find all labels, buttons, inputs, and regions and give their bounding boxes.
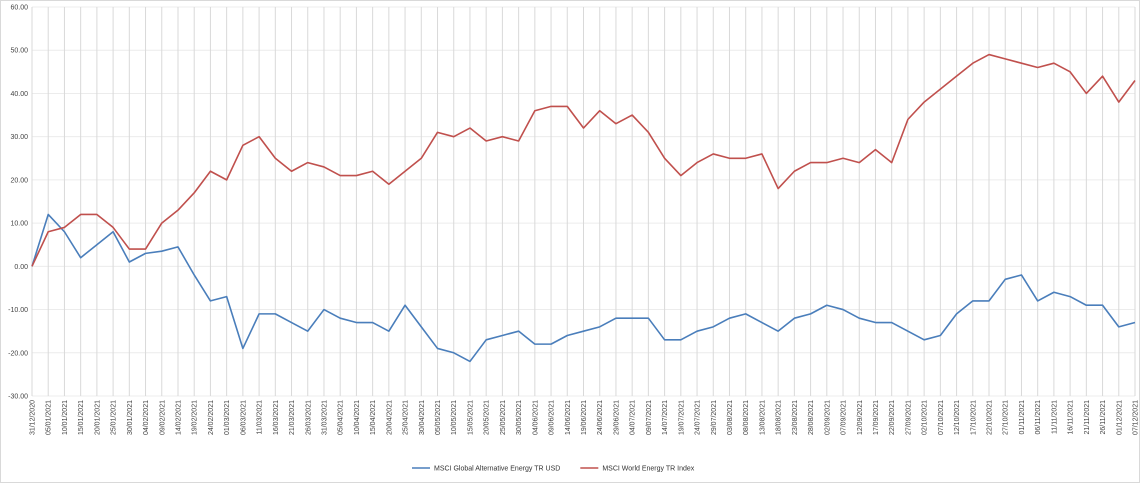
y-tick-label: 60.00 <box>10 5 28 12</box>
x-tick-label: 27/09/2021 <box>905 400 912 435</box>
x-tick-label: 17/10/2021 <box>970 400 977 435</box>
x-tick-label: 06/03/2021 <box>240 400 247 435</box>
x-tick-label: 14/02/2021 <box>175 400 182 435</box>
x-tick-label: 16/03/2021 <box>273 400 280 435</box>
x-tick-label: 18/08/2021 <box>776 400 783 435</box>
x-tick-label: 15/05/2021 <box>467 400 474 435</box>
x-tick-label: 14/07/2021 <box>662 400 669 435</box>
x-tick-label: 20/04/2021 <box>386 400 393 435</box>
y-tick-label: 10.00 <box>10 221 28 228</box>
x-tick-label: 16/11/2021 <box>1068 400 1075 435</box>
series-line <box>31 213 1136 363</box>
x-tick-label: 15/01/2021 <box>78 400 85 435</box>
series-line <box>31 53 1136 267</box>
x-tick-label: 09/06/2021 <box>549 400 556 435</box>
x-tick-label: 05/01/2021 <box>46 400 53 435</box>
x-tick-label: 09/02/2021 <box>159 400 166 435</box>
x-tick-label: 15/04/2021 <box>370 400 377 435</box>
x-tick-label: 26/11/2021 <box>1100 400 1107 435</box>
x-tick-label: 27/10/2021 <box>1003 400 1010 435</box>
x-tick-label: 24/07/2021 <box>695 400 702 435</box>
x-tick-label: 25/04/2021 <box>403 400 410 435</box>
x-tick-label: 13/08/2021 <box>759 400 766 435</box>
x-tick-label: 03/08/2021 <box>727 400 734 435</box>
x-tick-label: 04/06/2021 <box>532 400 539 435</box>
x-tick-label: 01/11/2021 <box>1019 400 1026 435</box>
x-tick-label: 04/07/2021 <box>630 400 637 435</box>
x-tick-label: 25/01/2021 <box>111 400 118 435</box>
x-tick-label: 31/12/2020 <box>30 400 37 435</box>
x-tick-label: 21/03/2021 <box>289 400 296 435</box>
x-tick-label: 25/05/2021 <box>500 400 507 435</box>
x-tick-label: 29/06/2021 <box>613 400 620 435</box>
y-tick-label: -10.00 <box>8 307 28 314</box>
x-tick-label: 01/03/2021 <box>224 400 231 435</box>
legend-label: MSCI World Energy TR Index <box>602 466 694 473</box>
x-tick-label: 30/04/2021 <box>419 400 426 435</box>
x-tick-label: 05/04/2021 <box>338 400 345 435</box>
y-tick-label: 40.00 <box>10 91 28 98</box>
x-tick-label: 12/09/2021 <box>857 400 864 435</box>
x-tick-label: 09/07/2021 <box>646 400 653 435</box>
x-tick-label: 06/11/2021 <box>1035 400 1042 435</box>
x-tick-label: 04/02/2021 <box>143 400 150 435</box>
x-tick-label: 17/09/2021 <box>873 400 880 435</box>
x-tick-label: 19/02/2021 <box>192 400 199 435</box>
x-tick-label: 30/01/2021 <box>127 400 134 435</box>
x-tick-label: 22/09/2021 <box>889 400 896 435</box>
y-tick-label: 0.00 <box>14 264 28 271</box>
legend-label: MSCI Global Alternative Energy TR USD <box>434 466 560 473</box>
x-tick-label: 19/06/2021 <box>581 400 588 435</box>
x-tick-label: 08/08/2021 <box>743 400 750 435</box>
x-tick-label: 07/10/2021 <box>938 400 945 435</box>
x-tick-label: 28/08/2021 <box>808 400 815 435</box>
x-tick-label: 20/05/2021 <box>484 400 491 435</box>
x-tick-label: 11/03/2021 <box>257 400 264 435</box>
x-tick-label: 23/08/2021 <box>792 400 799 435</box>
x-tick-label: 20/01/2021 <box>94 400 101 435</box>
x-tick-label: 24/02/2021 <box>208 400 215 435</box>
x-tick-label: 12/10/2021 <box>954 400 961 435</box>
x-tick-label: 11/11/2021 <box>1051 400 1058 434</box>
x-tick-label: 07/12/2021 <box>1133 400 1140 435</box>
x-tick-label: 05/05/2021 <box>435 400 442 435</box>
y-tick-label: 50.00 <box>10 48 28 55</box>
x-tick-label: 31/03/2021 <box>321 400 328 435</box>
y-tick-label: -30.00 <box>8 394 28 401</box>
x-tick-label: 07/09/2021 <box>841 400 848 435</box>
x-tick-label: 30/05/2021 <box>516 400 523 435</box>
x-tick-label: 02/09/2021 <box>824 400 831 435</box>
x-tick-label: 21/11/2021 <box>1084 400 1091 435</box>
x-tick-label: 10/04/2021 <box>354 400 361 435</box>
x-tick-label: 24/06/2021 <box>597 400 604 435</box>
x-tick-label: 14/06/2021 <box>565 400 572 435</box>
y-tick-label: 30.00 <box>10 134 28 141</box>
x-tick-label: 10/05/2021 <box>451 400 458 435</box>
y-tick-label: 20.00 <box>10 177 28 184</box>
x-tick-label: 01/12/2021 <box>1116 400 1123 435</box>
x-tick-label: 10/01/2021 <box>62 400 69 435</box>
y-tick-label: -20.00 <box>8 350 28 357</box>
x-tick-label: 19/07/2021 <box>678 400 685 435</box>
x-tick-label: 22/10/2021 <box>987 400 994 435</box>
x-tick-label: 02/10/2021 <box>922 400 929 435</box>
x-tick-label: 29/07/2021 <box>711 400 718 435</box>
x-tick-label: 26/03/2021 <box>305 400 312 435</box>
